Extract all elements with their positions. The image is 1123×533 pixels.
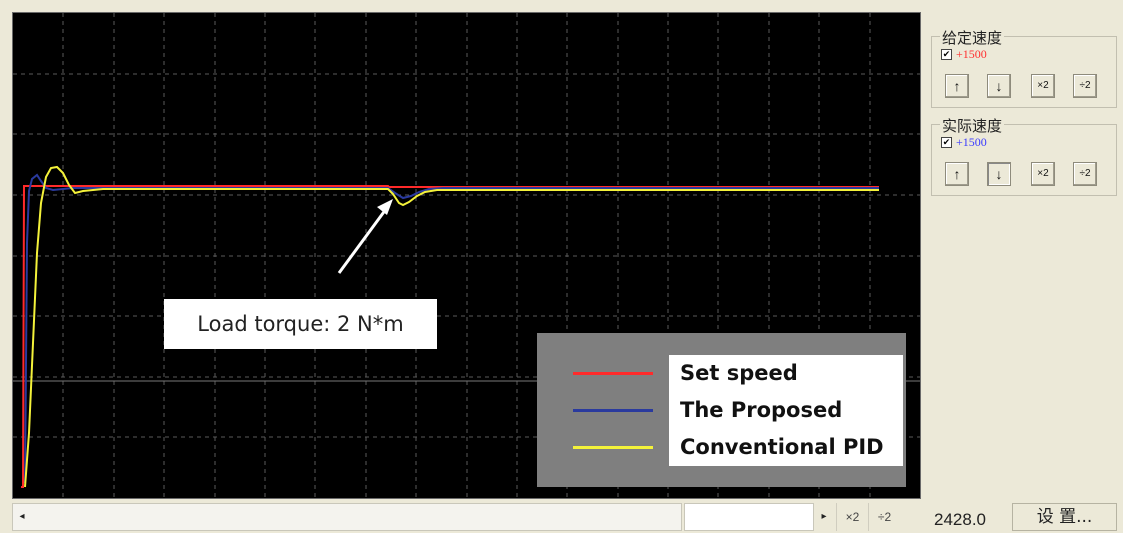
- horizontal-scrollbar[interactable]: [12, 503, 682, 531]
- conventional-pid-trace: [24, 165, 879, 488]
- time-readout: 2428.0: [934, 510, 986, 529]
- actual-speed-value: +1500: [956, 135, 987, 149]
- legend-item-set-speed: Set speed: [537, 355, 906, 393]
- legend-label: Set speed: [669, 355, 903, 392]
- given-speed-x2-button[interactable]: ×2: [1031, 74, 1055, 98]
- actual-speed-down-button[interactable]: ↓: [987, 162, 1011, 186]
- legend-item-conventional-pid: Conventional PID: [537, 429, 906, 467]
- given-speed-down-button[interactable]: ↓: [987, 74, 1011, 98]
- legend-swatch-red: [573, 372, 653, 375]
- given-speed-up-button[interactable]: ↑: [945, 74, 969, 98]
- actual-speed-x2-button[interactable]: ×2: [1031, 162, 1055, 186]
- time-zoom-in-button[interactable]: ×2: [836, 503, 868, 531]
- scroll-position-field[interactable]: [684, 503, 814, 531]
- legend-label: Conventional PID: [669, 429, 903, 466]
- legend: Set speed The Proposed Conventional PID: [537, 333, 906, 487]
- given-speed-checkbox[interactable]: ✔: [941, 49, 952, 60]
- scroll-left-arrow-icon[interactable]: ◂: [19, 511, 25, 522]
- actual-speed-title: 实际速度: [940, 115, 1005, 136]
- given-speed-title: 给定速度: [940, 27, 1005, 48]
- callout-arrowhead: [377, 199, 393, 215]
- given-speed-value: +1500: [956, 47, 987, 61]
- settings-button[interactable]: 设 置...: [1012, 503, 1117, 531]
- given-speed-group: 给定速度 ✔ +1500 ↑ ↓ ×2 ÷2: [931, 27, 1117, 108]
- given-speed-div2-button[interactable]: ÷2: [1073, 74, 1097, 98]
- actual-speed-up-button[interactable]: ↑: [945, 162, 969, 186]
- proposed-trace: [24, 173, 879, 484]
- time-zoom-out-button[interactable]: ÷2: [868, 503, 900, 531]
- actual-speed-div2-button[interactable]: ÷2: [1073, 162, 1097, 186]
- legend-swatch-blue: [573, 409, 653, 412]
- actual-speed-group: 实际速度 ✔ +1500 ↑ ↓ ×2 ÷2: [931, 115, 1117, 196]
- actual-speed-checkbox[interactable]: ✔: [941, 137, 952, 148]
- legend-swatch-yellow: [573, 446, 653, 449]
- legend-label: The Proposed: [669, 392, 903, 429]
- callout-arrow-line: [337, 204, 391, 274]
- legend-item-proposed: The Proposed: [537, 392, 906, 430]
- speed-scope-display: Load torque: 2 N*m Set speed The Propose…: [12, 12, 921, 499]
- scroll-right-arrow-icon[interactable]: ▸: [821, 511, 827, 522]
- load-torque-callout: Load torque: 2 N*m: [164, 299, 437, 349]
